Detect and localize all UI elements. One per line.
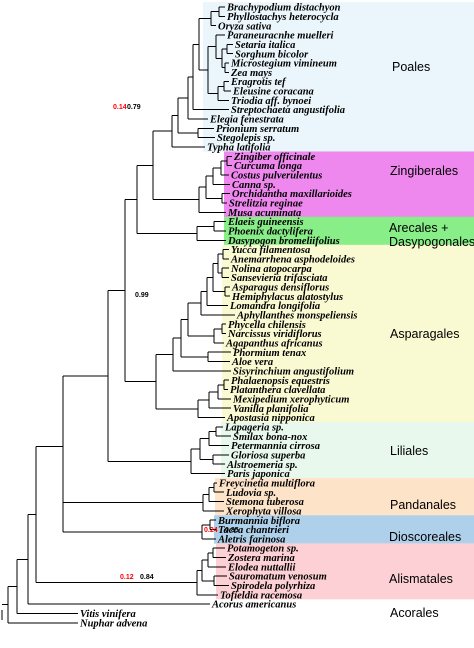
taxon-label: Curcuma longa	[234, 161, 302, 172]
taxon-label: Paraneuracnhe muelleri	[227, 31, 334, 42]
taxon-label: Eragrotis tef	[230, 77, 287, 88]
support-values: 0.14 0.79 0.99 0.24 0.85 0.12 0.84	[113, 104, 239, 581]
taxon-label: Dasypogon bromeliifolius	[227, 236, 340, 247]
taxon-label: Anemarrhena asphodeloides	[230, 255, 355, 266]
taxon-label: Aletris farinosa	[217, 534, 285, 545]
taxon-label: Costus pulverulentus	[231, 171, 322, 182]
taxon-label: Sorghum bicolor	[235, 49, 309, 60]
order-band-liliales	[221, 422, 474, 479]
taxon-label: Gloriosa superba	[231, 450, 305, 461]
order-bands	[203, 2, 474, 609]
taxon-label: Microstegium vimineum	[230, 59, 337, 70]
taxon-label: Triodia aff. bynoei	[231, 96, 311, 107]
order-label-poales: Poales	[392, 60, 430, 74]
taxon-label: Potamogeton sp.	[227, 544, 299, 555]
order-band-acorales	[208, 599, 474, 609]
order-label-liliales: Liliales	[390, 444, 428, 458]
taxon-label: Phyllostachys heterocycla	[227, 12, 339, 23]
taxon-label: Sisyrinchium angustifolium	[233, 366, 354, 377]
taxon-label: Xerophyta villosa	[225, 506, 302, 517]
order-band-pandanales	[215, 478, 474, 516]
support-value: 0.24	[204, 527, 218, 534]
support-value: 0.79	[127, 104, 141, 111]
taxon-label: Burmannia biflora	[217, 516, 300, 527]
support-value: 0.84	[140, 574, 154, 581]
support-value: 0.85	[225, 527, 239, 534]
taxon-label: Petermannia cirrosa	[231, 441, 320, 452]
taxon-label: Elodea nuttallii	[227, 562, 295, 573]
support-value: 0.12	[120, 574, 134, 581]
taxon-label: Phoenix dactylifera	[228, 227, 313, 238]
taxon-label: Aloe vera	[231, 357, 273, 368]
order-band-arecales-dasypogonales	[224, 216, 474, 246]
taxon-label: Stemona tuberosa	[226, 497, 304, 508]
taxon-label: Stegolepis sp.	[217, 133, 275, 144]
taxon-label: Nolina atopocarpa	[230, 264, 312, 275]
taxon-label: Elegia fenestrata	[209, 115, 284, 126]
taxon-label: Platanthera clavellata	[230, 385, 325, 396]
tree-branches	[2, 6, 235, 624]
taxon-label: Agapanthus africanus	[225, 338, 323, 349]
taxon-label: Zingiber officinale	[233, 152, 316, 163]
taxon-label: Vanilla planifolia	[233, 404, 309, 415]
taxon-label: Asparagus densiflorus	[231, 283, 329, 294]
taxon-label: Ludovia sp.	[225, 488, 276, 499]
taxon-label: Narcissus viridiflorus	[227, 329, 322, 340]
order-band-asparagales	[222, 244, 474, 423]
taxon-label: Hemiphylacus alatostylus	[231, 292, 343, 303]
taxon-label: Oryza sativa	[218, 21, 271, 32]
taxon-label: Streptochaeta angustifolia	[231, 105, 345, 116]
taxon-label: Paris japonica	[227, 469, 290, 480]
taxon-label: Setaria italica	[235, 40, 295, 51]
taxon-label: Vitis vinifera	[80, 609, 136, 620]
order-label-acorales: Acorales	[390, 606, 439, 620]
taxon-label: Acorus americanus	[211, 600, 296, 611]
taxon-label: Sansevieria trifasciata	[231, 273, 328, 284]
taxon-label: Strelitzia reginae	[229, 199, 303, 210]
taxon-label: Phalaenopsis equestris	[231, 376, 330, 387]
taxon-label: Brachypodium distachyon	[226, 3, 341, 14]
taxon-label: Apostasia nipponica	[226, 413, 315, 424]
taxon-label: Elaeis guineensis	[227, 217, 304, 228]
taxon-label: Aphyllanthes monspeliensis	[236, 310, 357, 321]
order-label-alismatales: Alismatales	[389, 572, 453, 586]
taxon-label: Mexipedium xerophyticum	[232, 394, 349, 405]
taxon-label: Lomandra longifolia	[229, 301, 320, 312]
taxon-label: Smilax bona-nox	[233, 432, 307, 443]
taxon-label: Lapageria sp.	[224, 422, 284, 433]
taxon-label: Tofieldia racemosa	[220, 590, 302, 601]
order-label-arecales-dasypogonales: Arecales + Dasypogonales	[389, 221, 474, 249]
order-band-poales	[203, 2, 474, 152]
order-band-zingiberales	[224, 151, 474, 218]
taxon-label: Phormium tenax	[233, 348, 306, 359]
taxon-label: Alstroemeria sp.	[226, 460, 298, 471]
support-value: 0.99	[135, 292, 149, 299]
taxon-label: Zea mays	[230, 68, 272, 79]
taxon-label: Freycinetia multiflora	[218, 478, 315, 489]
taxon-label: Phycella chilensis	[228, 320, 306, 331]
order-labels: Poales Zingiberales Arecales + Dasypogonale…	[389, 60, 474, 620]
taxon-label: Prionium serratum	[216, 124, 299, 135]
order-band-alismatales	[216, 543, 474, 600]
taxon-label: Tacca chantrieri	[218, 525, 289, 536]
order-label-asparagales: Asparagales	[390, 327, 460, 341]
order-band-dioscoreales	[214, 515, 474, 544]
taxon-label: Nuphar advena	[79, 618, 147, 629]
taxon-label: Zostera marina	[227, 553, 295, 564]
taxon-label: Yucca filamentosa	[231, 245, 310, 256]
taxon-label: Canna sp.	[232, 180, 276, 191]
order-label-dioscoreales: Dioscoreales	[389, 530, 461, 544]
support-value: 0.14	[113, 104, 127, 111]
taxon-label: Eleusine coracana	[232, 87, 314, 98]
taxon-label: Typha latifolia	[207, 143, 270, 154]
taxon-label: Spirodela polyrhiza	[231, 581, 315, 592]
taxon-label: Orchidantha maxillarioides	[232, 189, 352, 200]
order-label-zingiberales: Zingiberales	[390, 164, 458, 178]
taxon-label: Musa acuminata	[227, 208, 301, 219]
taxon-label: Sauromatum venosum	[229, 572, 327, 583]
order-label-pandanales: Pandanales	[390, 498, 456, 512]
